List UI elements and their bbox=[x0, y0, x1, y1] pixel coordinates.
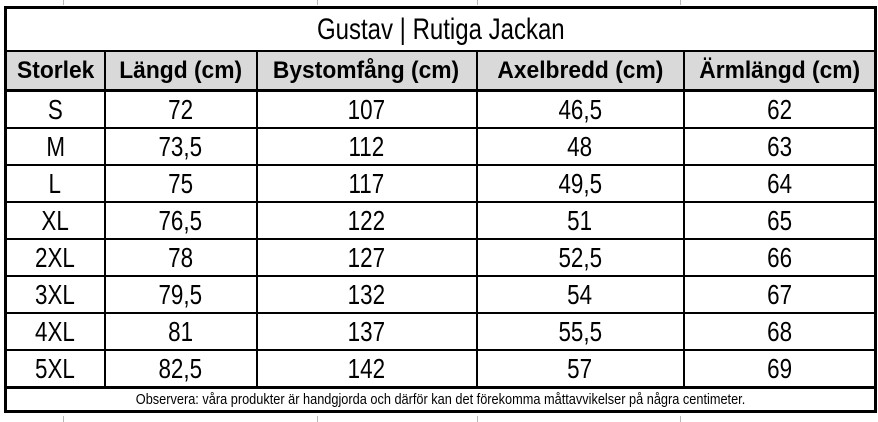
langd-cell: 73,5 bbox=[103, 127, 258, 166]
gridline-remnant bbox=[63, 0, 64, 5]
chart-title: Gustav | Rutiga Jackan bbox=[4, 6, 877, 52]
footnote-text: Observera: våra produkter är handgjorda … bbox=[135, 391, 746, 408]
gridline-remnant bbox=[680, 0, 681, 5]
armlangd-cell: 67 bbox=[682, 275, 877, 314]
table-row-2xl: 2XL 78 127 52,5 66 bbox=[4, 238, 877, 277]
table-row-3xl: 3XL 79,5 132 54 67 bbox=[4, 275, 877, 314]
size-cell: 4XL bbox=[4, 312, 106, 351]
langd-cell: 81 bbox=[103, 312, 258, 351]
langd-cell: 78 bbox=[103, 238, 258, 277]
armlangd-cell: 62 bbox=[682, 89, 877, 129]
column-header-storlek: Storlek bbox=[4, 50, 106, 92]
axelbredd-cell: 51 bbox=[475, 201, 685, 240]
armlangd-cell: 69 bbox=[682, 349, 877, 389]
bystomfang-cell: 112 bbox=[255, 127, 478, 166]
axelbredd-cell: 55,5 bbox=[475, 312, 685, 351]
armlangd-cell: 66 bbox=[682, 238, 877, 277]
gridline-remnant bbox=[63, 416, 64, 422]
size-cell: 2XL bbox=[4, 238, 106, 277]
column-header-armlangd: Ärmlängd (cm) bbox=[682, 50, 877, 92]
armlangd-cell: 64 bbox=[682, 164, 877, 203]
bystomfang-cell: 142 bbox=[255, 349, 478, 389]
column-header-langd: Längd (cm) bbox=[103, 50, 258, 92]
axelbredd-cell: 48 bbox=[475, 127, 685, 166]
armlangd-cell: 63 bbox=[682, 127, 877, 166]
armlangd-cell: 65 bbox=[682, 201, 877, 240]
axelbredd-cell: 46,5 bbox=[475, 89, 685, 129]
table-row-xl: XL 76,5 122 51 65 bbox=[4, 201, 877, 240]
langd-cell: 75 bbox=[103, 164, 258, 203]
column-header-axelbredd: Axelbredd (cm) bbox=[475, 50, 685, 92]
armlangd-cell: 68 bbox=[682, 312, 877, 351]
size-cell: XL bbox=[4, 201, 106, 240]
bystomfang-cell: 137 bbox=[255, 312, 478, 351]
bystomfang-cell: 127 bbox=[255, 238, 478, 277]
bystomfang-cell: 117 bbox=[255, 164, 478, 203]
bystomfang-cell: 107 bbox=[255, 89, 478, 129]
table-row-4xl: 4XL 81 137 55,5 68 bbox=[4, 312, 877, 351]
size-cell: S bbox=[4, 89, 106, 129]
gridline-remnant bbox=[680, 416, 681, 422]
gridline-remnant bbox=[477, 416, 478, 422]
header-row: Storlek Längd (cm) Bystomfång (cm) Axelb… bbox=[4, 50, 877, 92]
table-row-l: L 75 117 49,5 64 bbox=[4, 164, 877, 203]
table-row-m: M 73,5 112 48 63 bbox=[4, 127, 877, 166]
table-row-s: S 72 107 46,5 62 bbox=[4, 89, 877, 129]
axelbredd-cell: 57 bbox=[475, 349, 685, 389]
axelbredd-cell: 52,5 bbox=[475, 238, 685, 277]
langd-cell: 76,5 bbox=[103, 201, 258, 240]
footnote: Observera: våra produkter är handgjorda … bbox=[4, 386, 877, 413]
chart-title-text: Gustav | Rutiga Jackan bbox=[316, 12, 565, 46]
langd-cell: 82,5 bbox=[103, 349, 258, 389]
langd-cell: 72 bbox=[103, 89, 258, 129]
bystomfang-cell: 132 bbox=[255, 275, 478, 314]
column-header-bystomfang: Bystomfång (cm) bbox=[255, 50, 478, 92]
langd-cell: 79,5 bbox=[103, 275, 258, 314]
bystomfang-cell: 122 bbox=[255, 201, 478, 240]
axelbredd-cell: 49,5 bbox=[475, 164, 685, 203]
size-cell: M bbox=[4, 127, 106, 166]
size-chart-table: Gustav | Rutiga Jackan Storlek Längd (cm… bbox=[4, 6, 878, 413]
gridline-remnant bbox=[317, 0, 318, 5]
size-cell: 5XL bbox=[4, 349, 106, 389]
size-cell: L bbox=[4, 164, 106, 203]
footnote-row: Observera: våra produkter är handgjorda … bbox=[4, 386, 877, 413]
title-row: Gustav | Rutiga Jackan bbox=[4, 6, 877, 52]
gridline-remnant bbox=[317, 416, 318, 422]
gridline-remnant bbox=[477, 0, 478, 5]
size-cell: 3XL bbox=[4, 275, 106, 314]
axelbredd-cell: 54 bbox=[475, 275, 685, 314]
table-row-5xl: 5XL 82,5 142 57 69 bbox=[4, 349, 877, 389]
